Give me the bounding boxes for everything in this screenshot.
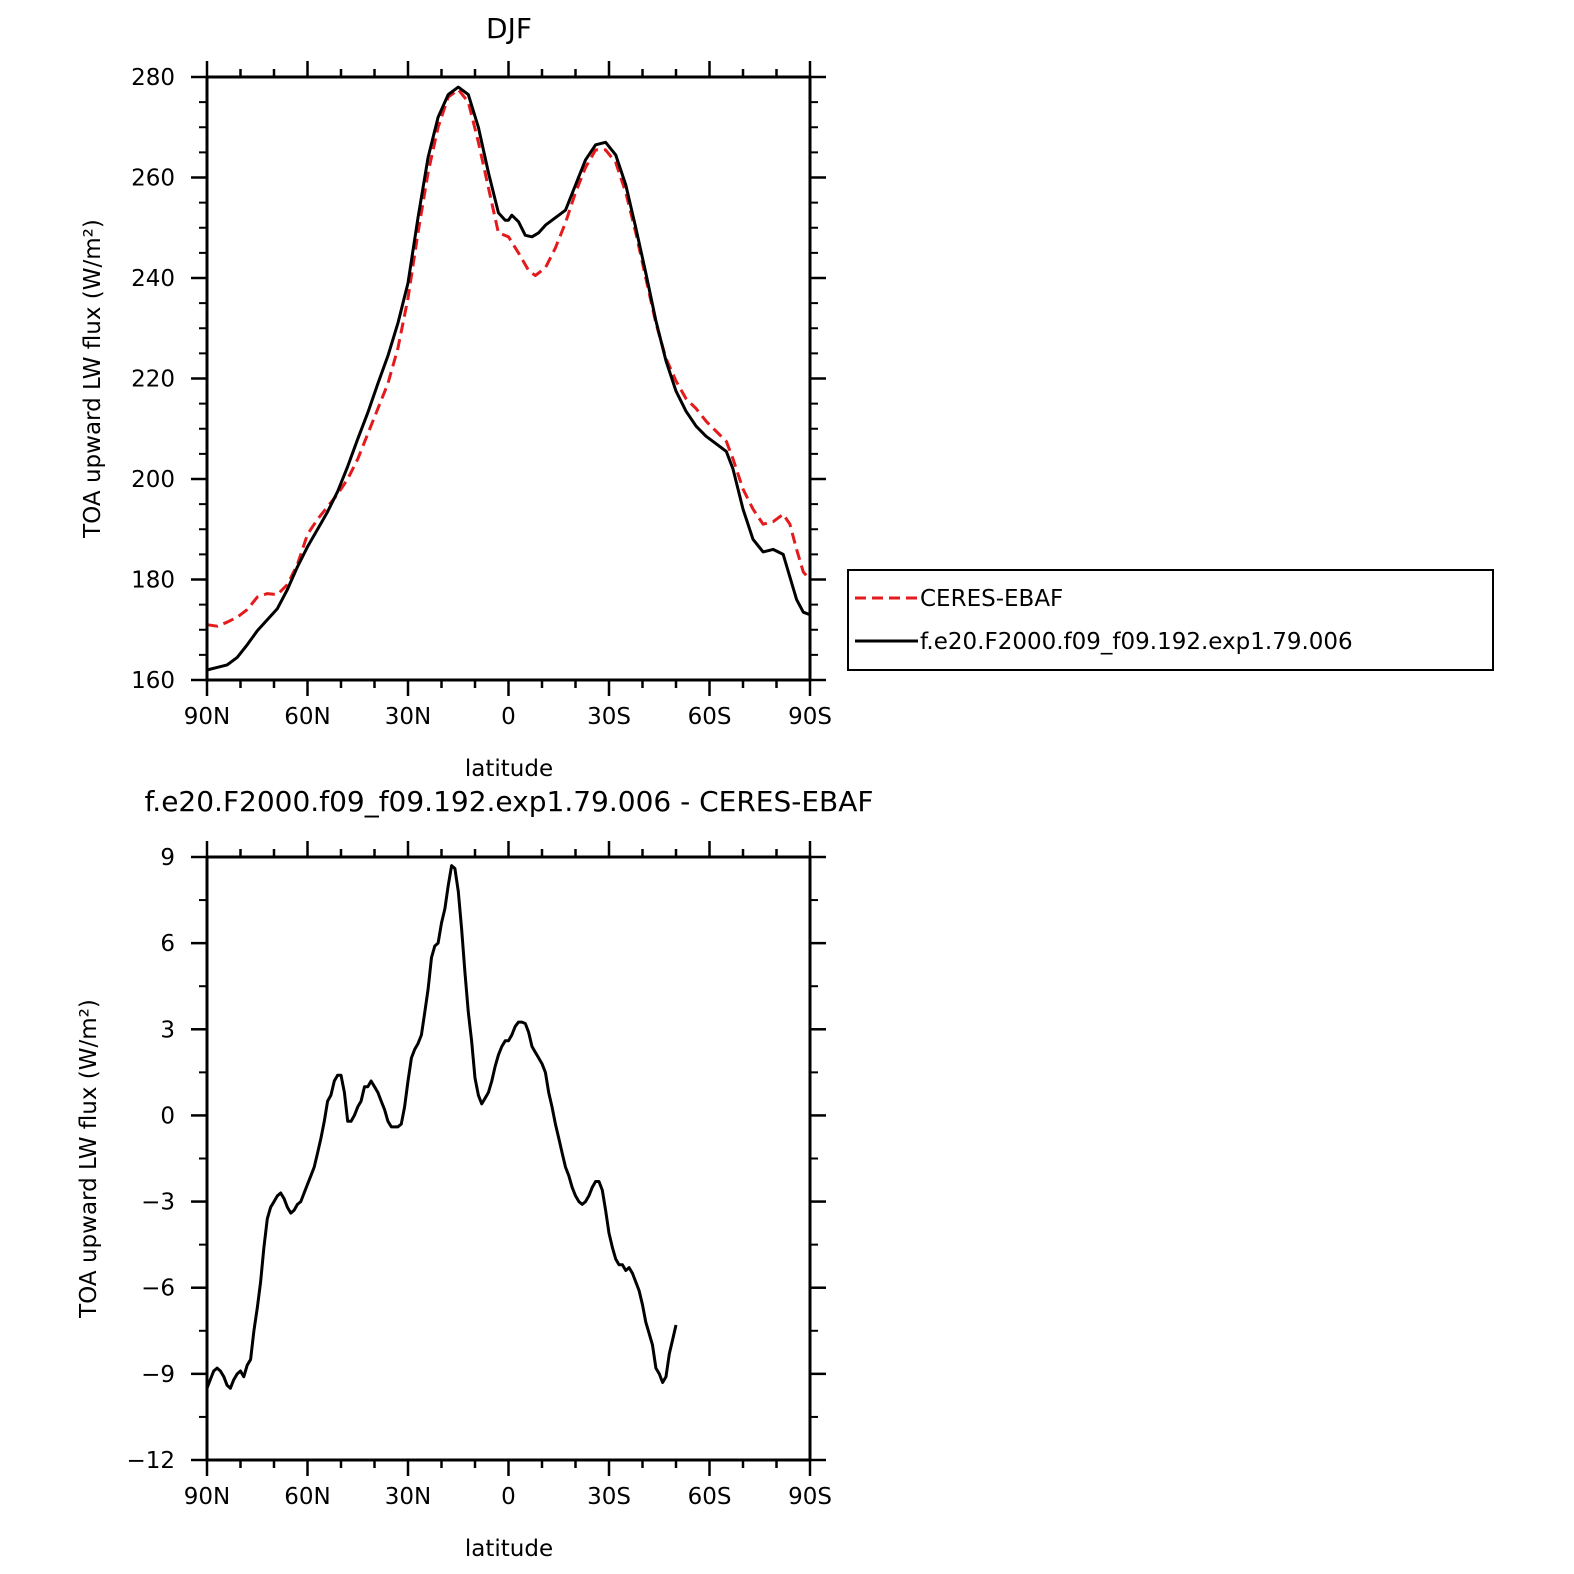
panel-top-mean-flux: DJF 90N 60N 30N 0 30S 60S 90S 160 180 200 220 240 26…: [80, 12, 832, 782]
top-x-tick-label: 30S: [587, 704, 631, 730]
legend: CERES-EBAF f.e20.F2000.f09_f09.192.exp1.…: [847, 569, 1494, 671]
top-y-tick-label: 180: [131, 568, 175, 594]
top-series-group: [206, 85, 812, 672]
top-axis-ticks: 90N 60N 30N 0 30S 60S 90S 160 180 200 220 240 260 280: [131, 61, 832, 730]
top-y-tick-label: 240: [131, 266, 175, 292]
bottom-x-tick-label: 30N: [385, 1484, 431, 1510]
top-series-line-0: [206, 88, 812, 628]
top-plot-frame: [205, 75, 812, 682]
bottom-panel-title: f.e20.F2000.f09_f09.192.exp1.79.006 - CE…: [144, 785, 873, 818]
bottom-x-tick-label: 60S: [688, 1484, 732, 1510]
top-x-tick-label: 0: [501, 704, 516, 730]
bottom-x-tick-label: 90S: [788, 1484, 832, 1510]
bottom-plot-frame: [205, 855, 812, 1462]
legend-label-ceres-ebaf: CERES-EBAF: [920, 586, 1063, 612]
top-series-line-1: [206, 85, 811, 672]
bottom-y-tick-label: −9: [141, 1362, 175, 1388]
bottom-y-axis-title: TOA upward LW flux (W/m²): [76, 999, 102, 1319]
top-x-tick-label: 90N: [184, 704, 230, 730]
top-y-tick-label: 260: [131, 166, 175, 192]
top-x-tick-label: 30N: [385, 704, 431, 730]
top-x-tick-label: 60N: [284, 704, 330, 730]
legend-box: [847, 569, 1494, 671]
bottom-x-tick-label: 0: [501, 1484, 516, 1510]
bottom-x-tick-label: 90N: [184, 1484, 230, 1510]
legend-label-model: f.e20.F2000.f09_f09.192.exp1.79.006: [920, 629, 1353, 655]
top-x-axis-title: latitude: [465, 756, 553, 782]
top-x-tick-label: 60S: [688, 704, 732, 730]
bottom-x-axis-title: latitude: [465, 1536, 553, 1562]
panel-bottom-difference: f.e20.F2000.f09_f09.192.exp1.79.006 - CE…: [76, 785, 874, 1562]
top-x-tick-label: 90S: [788, 704, 832, 730]
top-y-tick-label: 200: [131, 467, 175, 493]
bottom-y-tick-label: −6: [141, 1276, 175, 1302]
top-y-axis-title: TOA upward LW flux (W/m²): [80, 219, 106, 539]
top-y-tick-label: 280: [131, 65, 175, 91]
bottom-y-tick-label: 3: [160, 1017, 175, 1043]
bottom-series-line-0: [205, 864, 678, 1390]
bottom-y-tick-label: 6: [160, 931, 175, 957]
bottom-series-group: [205, 864, 678, 1390]
top-panel-title: DJF: [486, 12, 532, 45]
top-y-tick-label: 220: [131, 367, 175, 393]
top-y-tick-label: 160: [131, 668, 175, 694]
bottom-y-tick-label: −3: [141, 1190, 175, 1216]
bottom-axis-ticks: 90N 60N 30N 0 30S 60S 90S −12 −9 −6 −3 0 3 6 9: [126, 841, 832, 1510]
bottom-y-tick-label: 0: [160, 1103, 175, 1129]
bottom-y-tick-label: −12: [126, 1448, 175, 1474]
bottom-x-tick-label: 60N: [284, 1484, 330, 1510]
bottom-y-tick-label: 9: [160, 845, 175, 871]
bottom-x-tick-label: 30S: [587, 1484, 631, 1510]
